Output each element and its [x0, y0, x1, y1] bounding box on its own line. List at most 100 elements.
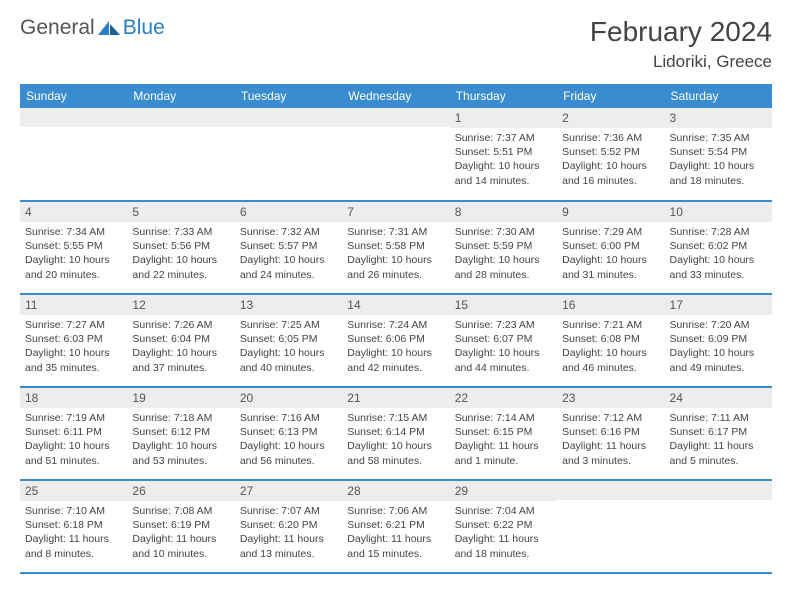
daylight-text: Daylight: 10 hours and 18 minutes.	[670, 159, 767, 187]
sunset-text: Sunset: 6:05 PM	[240, 332, 337, 346]
sunrise-text: Sunrise: 7:12 AM	[562, 411, 659, 425]
calendar-cell: 27Sunrise: 7:07 AMSunset: 6:20 PMDayligh…	[235, 480, 342, 573]
calendar-cell	[665, 480, 772, 573]
sunset-text: Sunset: 6:18 PM	[25, 518, 122, 532]
day-number: 27	[235, 481, 342, 501]
daylight-text: Daylight: 10 hours and 44 minutes.	[455, 346, 552, 374]
calendar-cell: 23Sunrise: 7:12 AMSunset: 6:16 PMDayligh…	[557, 387, 664, 480]
daylight-text: Daylight: 10 hours and 24 minutes.	[240, 253, 337, 281]
daylight-text: Daylight: 10 hours and 56 minutes.	[240, 439, 337, 467]
daylight-text: Daylight: 11 hours and 1 minute.	[455, 439, 552, 467]
calendar-cell	[342, 108, 449, 201]
day-header-row: Sunday Monday Tuesday Wednesday Thursday…	[20, 84, 772, 108]
day-info: Sunrise: 7:15 AMSunset: 6:14 PMDaylight:…	[342, 408, 449, 471]
day-number: 5	[127, 202, 234, 222]
sunrise-text: Sunrise: 7:18 AM	[132, 411, 229, 425]
day-number: 26	[127, 481, 234, 501]
location-label: Lidoriki, Greece	[590, 52, 772, 72]
calendar-cell	[20, 108, 127, 201]
dayhdr-sun: Sunday	[20, 84, 127, 108]
day-number: 7	[342, 202, 449, 222]
dayhdr-fri: Friday	[557, 84, 664, 108]
calendar-cell: 1Sunrise: 7:37 AMSunset: 5:51 PMDaylight…	[450, 108, 557, 201]
calendar-cell: 19Sunrise: 7:18 AMSunset: 6:12 PMDayligh…	[127, 387, 234, 480]
calendar-cell	[557, 480, 664, 573]
calendar-cell	[127, 108, 234, 201]
calendar-cell: 9Sunrise: 7:29 AMSunset: 6:00 PMDaylight…	[557, 201, 664, 294]
day-number-empty	[127, 108, 234, 127]
sunset-text: Sunset: 6:11 PM	[25, 425, 122, 439]
sunrise-text: Sunrise: 7:16 AM	[240, 411, 337, 425]
sunrise-text: Sunrise: 7:21 AM	[562, 318, 659, 332]
calendar-cell: 26Sunrise: 7:08 AMSunset: 6:19 PMDayligh…	[127, 480, 234, 573]
sunrise-text: Sunrise: 7:06 AM	[347, 504, 444, 518]
day-info: Sunrise: 7:32 AMSunset: 5:57 PMDaylight:…	[235, 222, 342, 285]
calendar-cell: 15Sunrise: 7:23 AMSunset: 6:07 PMDayligh…	[450, 294, 557, 387]
month-title: February 2024	[590, 16, 772, 48]
day-number: 3	[665, 108, 772, 128]
title-block: February 2024 Lidoriki, Greece	[590, 16, 772, 72]
day-number: 19	[127, 388, 234, 408]
sunrise-text: Sunrise: 7:07 AM	[240, 504, 337, 518]
day-number: 20	[235, 388, 342, 408]
calendar-cell: 3Sunrise: 7:35 AMSunset: 5:54 PMDaylight…	[665, 108, 772, 201]
sunset-text: Sunset: 5:55 PM	[25, 239, 122, 253]
day-number: 29	[450, 481, 557, 501]
sunrise-text: Sunrise: 7:15 AM	[347, 411, 444, 425]
logo: General Blue	[20, 16, 165, 40]
day-info: Sunrise: 7:36 AMSunset: 5:52 PMDaylight:…	[557, 128, 664, 191]
day-info: Sunrise: 7:33 AMSunset: 5:56 PMDaylight:…	[127, 222, 234, 285]
daylight-text: Daylight: 10 hours and 26 minutes.	[347, 253, 444, 281]
day-info: Sunrise: 7:30 AMSunset: 5:59 PMDaylight:…	[450, 222, 557, 285]
day-number: 25	[20, 481, 127, 501]
day-number: 9	[557, 202, 664, 222]
day-info: Sunrise: 7:11 AMSunset: 6:17 PMDaylight:…	[665, 408, 772, 471]
day-number: 12	[127, 295, 234, 315]
sunset-text: Sunset: 5:59 PM	[455, 239, 552, 253]
dayhdr-mon: Monday	[127, 84, 234, 108]
sunset-text: Sunset: 6:14 PM	[347, 425, 444, 439]
sunrise-text: Sunrise: 7:19 AM	[25, 411, 122, 425]
calendar-cell: 2Sunrise: 7:36 AMSunset: 5:52 PMDaylight…	[557, 108, 664, 201]
calendar-table: Sunday Monday Tuesday Wednesday Thursday…	[20, 84, 772, 574]
day-number: 21	[342, 388, 449, 408]
day-info: Sunrise: 7:08 AMSunset: 6:19 PMDaylight:…	[127, 501, 234, 564]
calendar-cell: 8Sunrise: 7:30 AMSunset: 5:59 PMDaylight…	[450, 201, 557, 294]
dayhdr-thu: Thursday	[450, 84, 557, 108]
daylight-text: Daylight: 11 hours and 5 minutes.	[670, 439, 767, 467]
calendar-cell: 25Sunrise: 7:10 AMSunset: 6:18 PMDayligh…	[20, 480, 127, 573]
daylight-text: Daylight: 10 hours and 51 minutes.	[25, 439, 122, 467]
calendar-row: 18Sunrise: 7:19 AMSunset: 6:11 PMDayligh…	[20, 387, 772, 480]
calendar-row: 25Sunrise: 7:10 AMSunset: 6:18 PMDayligh…	[20, 480, 772, 573]
calendar-cell: 4Sunrise: 7:34 AMSunset: 5:55 PMDaylight…	[20, 201, 127, 294]
daylight-text: Daylight: 11 hours and 13 minutes.	[240, 532, 337, 560]
day-info: Sunrise: 7:10 AMSunset: 6:18 PMDaylight:…	[20, 501, 127, 564]
day-number: 6	[235, 202, 342, 222]
dayhdr-wed: Wednesday	[342, 84, 449, 108]
sunset-text: Sunset: 6:07 PM	[455, 332, 552, 346]
daylight-text: Daylight: 10 hours and 33 minutes.	[670, 253, 767, 281]
sunrise-text: Sunrise: 7:34 AM	[25, 225, 122, 239]
sunset-text: Sunset: 6:02 PM	[670, 239, 767, 253]
day-info: Sunrise: 7:19 AMSunset: 6:11 PMDaylight:…	[20, 408, 127, 471]
sunset-text: Sunset: 6:03 PM	[25, 332, 122, 346]
day-number: 11	[20, 295, 127, 315]
daylight-text: Daylight: 10 hours and 49 minutes.	[670, 346, 767, 374]
sunrise-text: Sunrise: 7:25 AM	[240, 318, 337, 332]
calendar-cell: 22Sunrise: 7:14 AMSunset: 6:15 PMDayligh…	[450, 387, 557, 480]
day-info: Sunrise: 7:24 AMSunset: 6:06 PMDaylight:…	[342, 315, 449, 378]
calendar-cell: 6Sunrise: 7:32 AMSunset: 5:57 PMDaylight…	[235, 201, 342, 294]
daylight-text: Daylight: 11 hours and 10 minutes.	[132, 532, 229, 560]
calendar-cell: 21Sunrise: 7:15 AMSunset: 6:14 PMDayligh…	[342, 387, 449, 480]
day-number: 13	[235, 295, 342, 315]
day-number-empty	[665, 481, 772, 500]
sunset-text: Sunset: 5:54 PM	[670, 145, 767, 159]
day-info: Sunrise: 7:35 AMSunset: 5:54 PMDaylight:…	[665, 128, 772, 191]
daylight-text: Daylight: 10 hours and 14 minutes.	[455, 159, 552, 187]
sunrise-text: Sunrise: 7:04 AM	[455, 504, 552, 518]
sunrise-text: Sunrise: 7:20 AM	[670, 318, 767, 332]
calendar-cell: 18Sunrise: 7:19 AMSunset: 6:11 PMDayligh…	[20, 387, 127, 480]
daylight-text: Daylight: 10 hours and 58 minutes.	[347, 439, 444, 467]
calendar-cell: 13Sunrise: 7:25 AMSunset: 6:05 PMDayligh…	[235, 294, 342, 387]
calendar-cell: 7Sunrise: 7:31 AMSunset: 5:58 PMDaylight…	[342, 201, 449, 294]
